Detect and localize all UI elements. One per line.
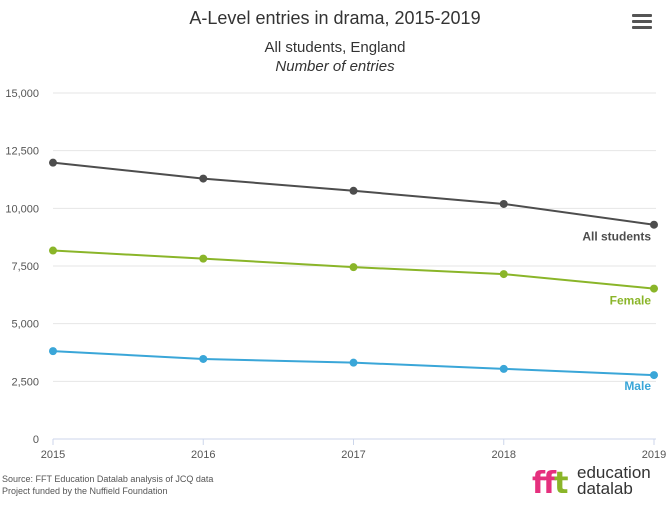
- data-point: [650, 220, 658, 229]
- source-line-1: Source: FFT Education Datalab analysis o…: [2, 474, 214, 484]
- y-tick-label: 12,500: [5, 146, 39, 158]
- logo-wordmark: education datalab: [577, 463, 651, 498]
- y-tick-label: 2,500: [11, 376, 39, 388]
- data-point: [650, 371, 658, 380]
- data-point: [349, 186, 358, 195]
- data-point: [49, 246, 57, 255]
- menu-bar: [632, 14, 652, 17]
- x-tick-label: 2015: [41, 449, 65, 461]
- data-point: [49, 158, 57, 167]
- y-tick-label: 15,000: [5, 88, 39, 100]
- series-label: Male: [624, 379, 651, 393]
- data-point: [49, 347, 57, 356]
- data-point: [199, 354, 208, 363]
- subtitle-line-2: Number of entries: [275, 58, 395, 75]
- logo-word-2: datalab: [577, 479, 633, 498]
- menu-bar: [632, 20, 652, 23]
- x-tick-label: 2019: [642, 449, 666, 461]
- data-point: [199, 174, 208, 183]
- y-tick-label: 7,500: [11, 261, 39, 273]
- source-note: Source: FFT Education Datalab analysis o…: [2, 473, 213, 497]
- data-point: [349, 263, 358, 272]
- data-point: [650, 284, 658, 293]
- data-point: [499, 364, 508, 373]
- x-tick-label: 2016: [191, 449, 215, 461]
- subtitle-line-1: All students, England: [264, 39, 406, 56]
- data-point: [199, 254, 208, 263]
- source-line-2: Project funded by the Nuffield Foundatio…: [2, 486, 168, 496]
- fft-datalab-logo: fft education datalab: [532, 463, 667, 501]
- logo-word-1: education: [577, 463, 651, 482]
- menu-bar: [632, 26, 652, 29]
- hamburger-menu-icon[interactable]: [632, 14, 652, 32]
- y-tick-label: 5,000: [11, 319, 39, 331]
- chart-subtitle: All students, England Number of entries: [0, 38, 670, 76]
- y-tick-label: 10,000: [5, 203, 39, 215]
- chart-title: A-Level entries in drama, 2015-2019: [189, 8, 481, 28]
- data-point: [499, 270, 508, 279]
- data-point: [499, 199, 508, 208]
- data-point: [349, 358, 358, 367]
- x-tick-label: 2017: [341, 449, 365, 461]
- series-label: Female: [610, 294, 652, 308]
- logo-mark: fft: [532, 466, 569, 501]
- series-label: All students: [582, 230, 651, 244]
- y-tick-label: 0: [33, 434, 39, 446]
- x-tick-label: 2018: [492, 449, 516, 461]
